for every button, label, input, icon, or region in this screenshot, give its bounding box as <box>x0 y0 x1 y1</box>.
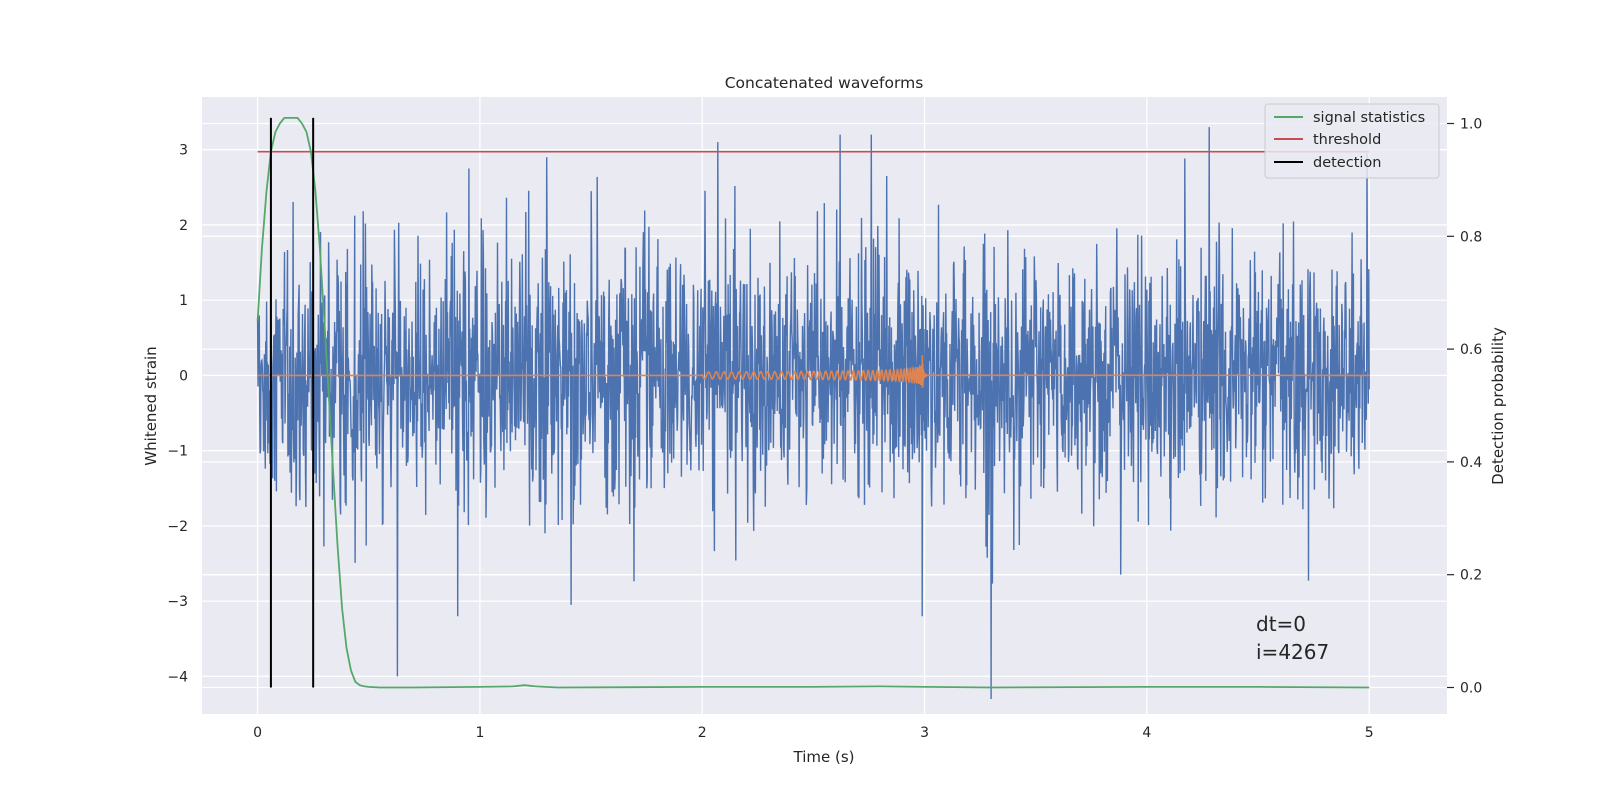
y-tick-label-left: −2 <box>167 519 188 535</box>
y-axis-label: Whitened strain <box>142 346 160 465</box>
annotation-dt: dt=0 <box>1256 612 1306 636</box>
y-tick-label-left: 0 <box>179 368 188 384</box>
chart-title: Concatenated waveforms <box>725 74 924 92</box>
y-tick-label-right: 0.6 <box>1460 342 1482 358</box>
y-tick-label-right: 0.8 <box>1460 229 1482 245</box>
y-tick-label-right: 0.4 <box>1460 455 1482 471</box>
legend-label-detection: detection <box>1313 155 1381 171</box>
x-tick-label: 5 <box>1365 725 1374 741</box>
y-tick-label-left: 3 <box>179 143 188 159</box>
y-tick-label-left: 2 <box>179 218 188 234</box>
x-axis-label: Time (s) <box>793 748 855 766</box>
y-tick-label-left: 1 <box>179 293 188 309</box>
y-tick-label-left: −4 <box>167 669 188 685</box>
y-tick-label-right: 0.2 <box>1460 568 1482 584</box>
y-tick-label-right: 1.0 <box>1460 117 1482 133</box>
y-axis-label-right: Detection probability <box>1489 327 1507 485</box>
x-tick-label: 2 <box>698 725 707 741</box>
tick-labels: 0 1 2 3 4 5 −4 −3 −2 −1 0 1 2 3 0.0 0.2 0.4 0.6 0.8 1.0 <box>167 117 1482 741</box>
x-tick-label: 3 <box>920 725 929 741</box>
x-tick-label: 0 <box>253 725 262 741</box>
y-tick-label-left: −1 <box>167 444 188 460</box>
y-tick-label-right: 0.0 <box>1460 680 1482 696</box>
annotation-index: i=4267 <box>1256 640 1329 664</box>
series-signal-statistics <box>256 117 1370 689</box>
series-injected-chirp <box>257 355 1370 388</box>
data-layer <box>256 117 1370 700</box>
x-tick-label: 4 <box>1142 725 1151 741</box>
legend-box <box>1264 103 1440 179</box>
legend: signal statistics threshold detection <box>1264 103 1440 179</box>
y-tick-label-left: −3 <box>167 594 188 610</box>
x-tick-label: 1 <box>475 725 484 741</box>
legend-label-threshold: threshold <box>1313 132 1381 148</box>
legend-label-signal-statistics: signal statistics <box>1313 110 1425 126</box>
